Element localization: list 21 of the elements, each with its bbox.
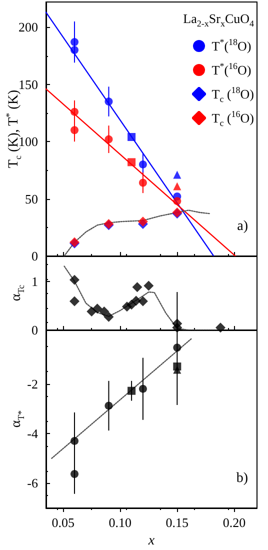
legend-label: T$_{c}$ ($^{18}$O): [212, 84, 254, 104]
y-tick-label: 0: [32, 248, 38, 264]
y-tick-label: 1: [32, 274, 38, 289]
legend-label: T$^{*}$($^{18}$O): [212, 37, 252, 55]
y-tick-label: 150: [18, 76, 38, 92]
y-tick-label: -2: [27, 376, 38, 392]
annotation: a): [237, 219, 248, 234]
x-tick-label: 0.05: [52, 515, 74, 530]
x-tick-label: 0.15: [166, 515, 189, 530]
y-tick-label: 0: [32, 322, 38, 338]
x-axis-title: x: [147, 534, 156, 548]
annotation: b): [236, 471, 248, 486]
legend-title: La$_{2-x}$Sr$_{x}$CuO$_{4}$: [183, 11, 254, 29]
legend-label: T$^{*}$($^{16}$O): [212, 61, 252, 79]
y-tick-label: 50: [25, 191, 38, 206]
legend-label: T$_{c}$ ($^{16}$O): [212, 108, 254, 128]
y-tick-label: -4: [27, 426, 38, 442]
y-tick-label: -6: [27, 476, 38, 491]
x-tick-label: 0.10: [108, 515, 132, 530]
x-tick-label: 0.20: [222, 515, 246, 530]
y-tick-label: 200: [18, 20, 38, 35]
